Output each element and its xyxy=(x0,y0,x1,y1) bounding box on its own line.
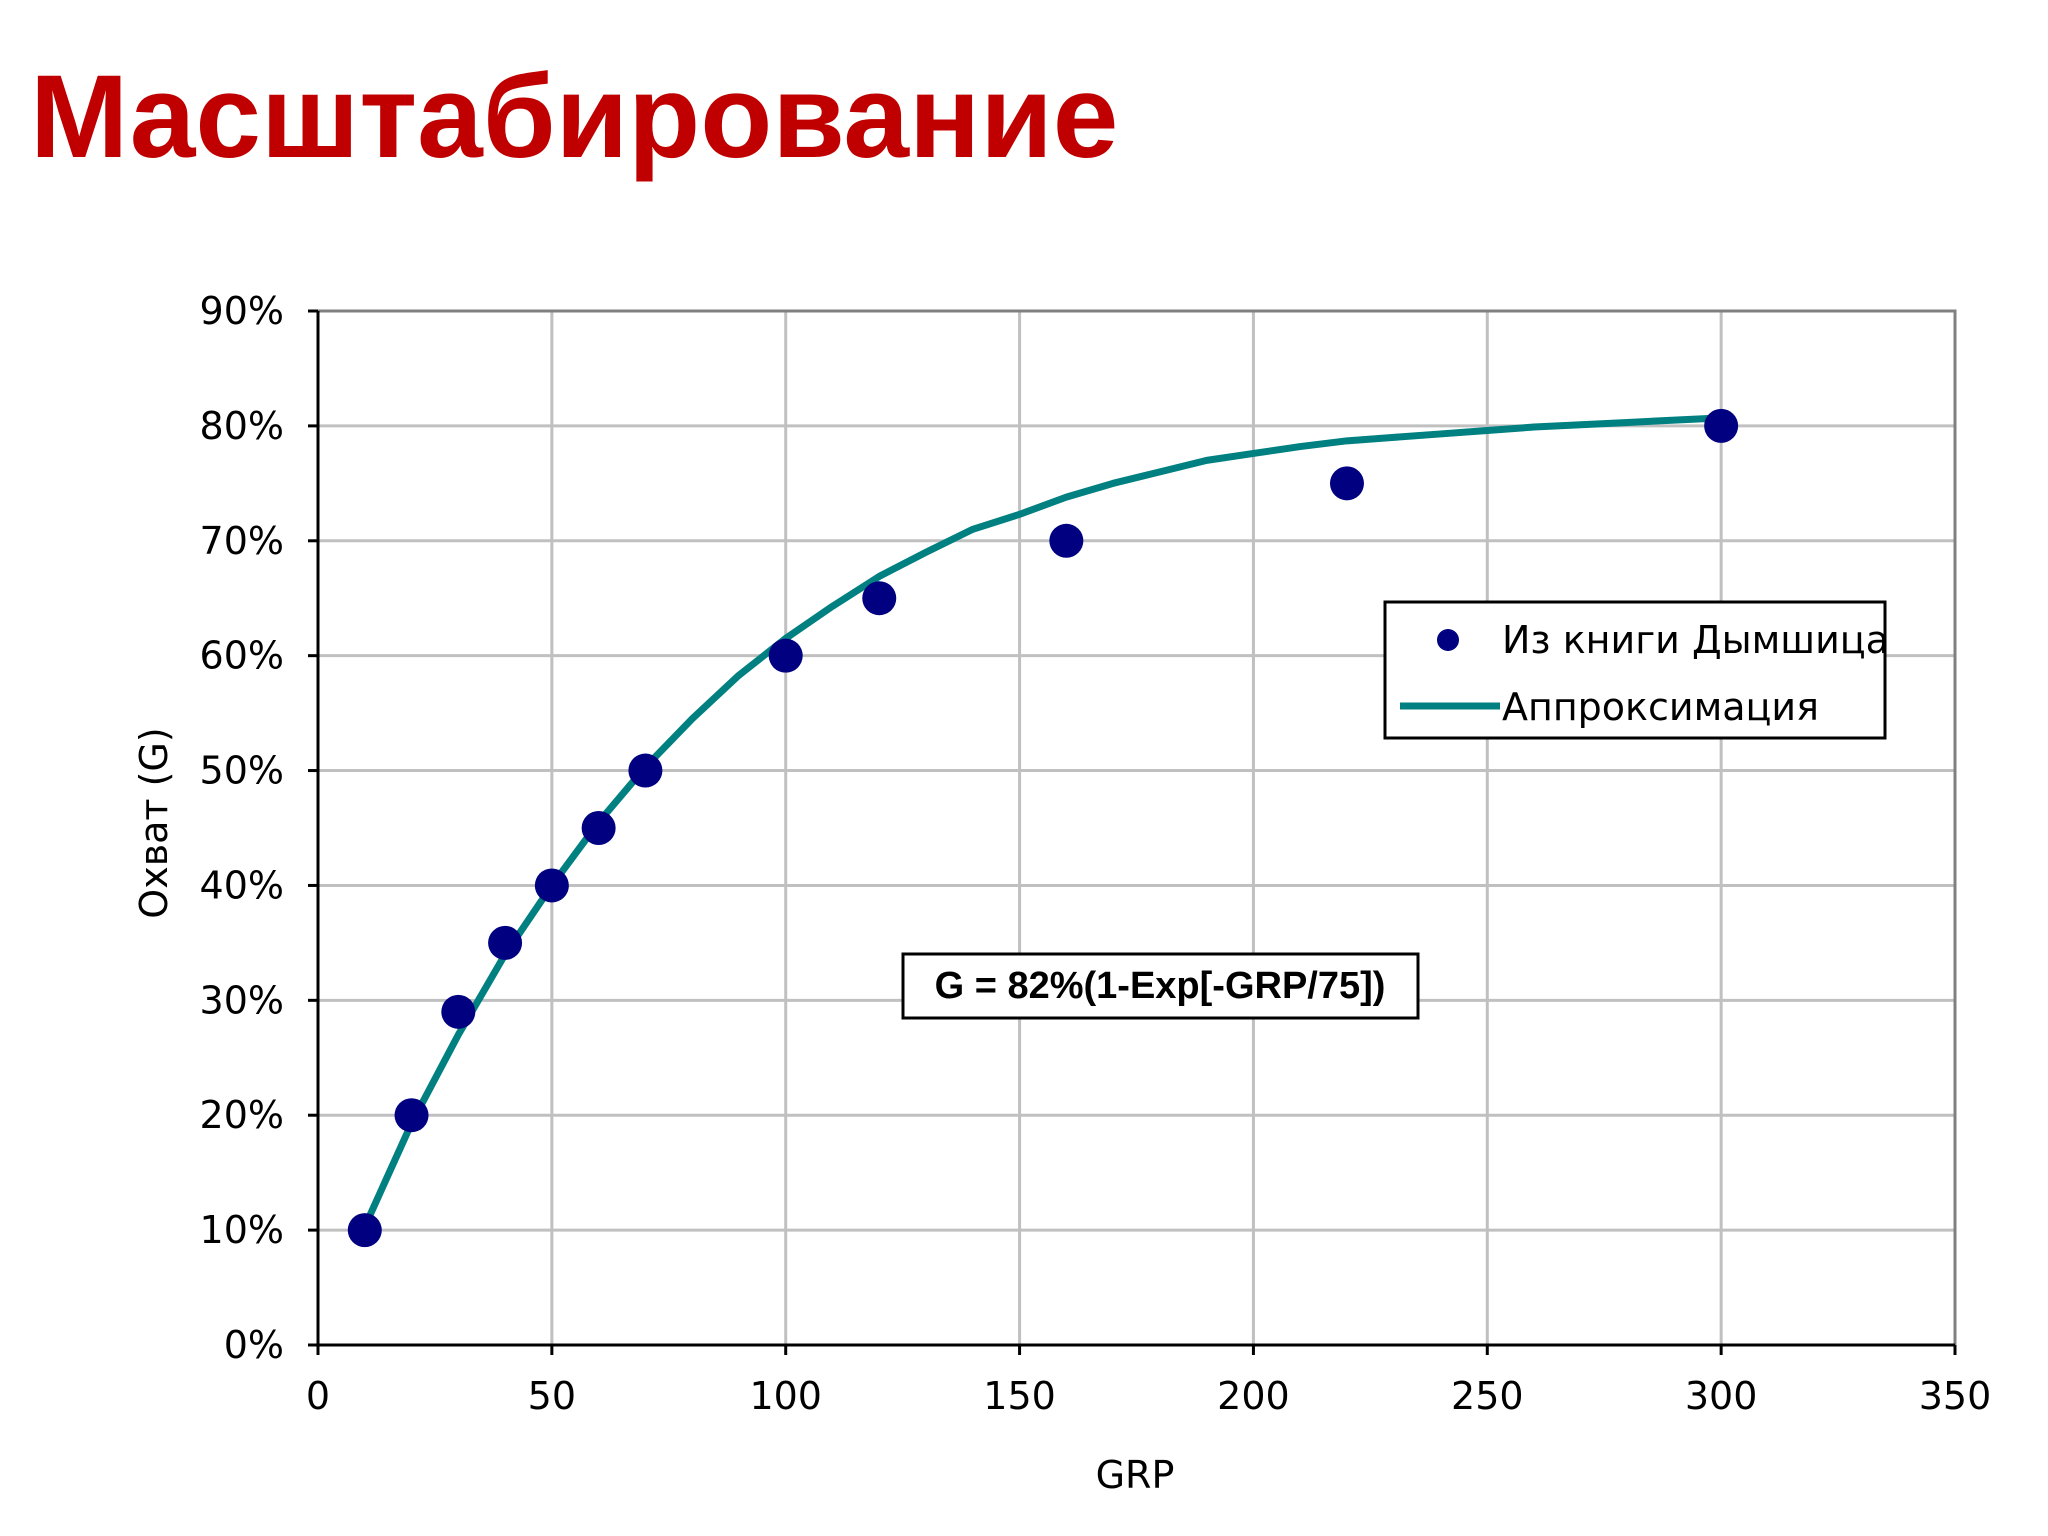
data-point-9 xyxy=(1049,523,1084,558)
x-tick-label-5: 250 xyxy=(1451,1374,1524,1418)
y-tick-label-1: 10% xyxy=(200,1208,284,1252)
plot-area xyxy=(316,309,1957,1347)
x-tick-label-6: 300 xyxy=(1685,1374,1758,1418)
formula-box xyxy=(901,952,1420,1020)
data-point-10 xyxy=(1329,466,1364,501)
y-tick-label-6: 60% xyxy=(200,634,284,678)
x-tick-label-1: 50 xyxy=(528,1374,576,1418)
data-point-8 xyxy=(862,581,897,616)
y-axis-ticks: 0% 10% 20% 30% 40% 50% 60% 70% 80% 90% xyxy=(200,289,318,1367)
legend: Из книги Дымшица Аппроксимация xyxy=(1383,600,1889,740)
legend-marker-dymshits xyxy=(1437,629,1459,651)
y-tick-label-7: 70% xyxy=(200,519,284,563)
x-tick-label-4: 200 xyxy=(1217,1374,1290,1418)
slide-title: Масштабирование xyxy=(30,51,1119,183)
formula-label: G = 82%(1-Exp[-GRP/75]) xyxy=(935,965,1386,1007)
y-tick-label-5: 50% xyxy=(200,749,284,793)
formula-annotation: G = 82%(1-Exp[-GRP/75]) xyxy=(901,952,1420,1020)
x-axis-ticks: 0 50 100 150 200 250 300 350 xyxy=(306,1345,1991,1418)
data-point-4 xyxy=(534,868,569,903)
y-axis-title: Охват (G) xyxy=(132,727,176,918)
data-point-0 xyxy=(347,1213,382,1248)
y-tick-label-8: 80% xyxy=(200,404,284,448)
data-point-1 xyxy=(394,1098,429,1133)
legend-label-approximation: Аппроксимация xyxy=(1502,685,1819,729)
series-approximation xyxy=(361,414,1725,1231)
legend-box xyxy=(1383,600,1887,740)
data-point-2 xyxy=(441,994,476,1029)
data-point-11 xyxy=(1704,408,1739,443)
data-point-3 xyxy=(488,925,523,960)
y-tick-label-2: 20% xyxy=(200,1093,284,1137)
x-tick-label-3: 150 xyxy=(983,1374,1056,1418)
grid-lines xyxy=(316,309,1957,1347)
y-tick-label-9: 90% xyxy=(200,289,284,333)
series-dymshits xyxy=(347,408,1739,1248)
data-point-7 xyxy=(768,638,803,673)
x-axis-title: GRP xyxy=(1096,1453,1175,1497)
y-tick-label-0: 0% xyxy=(224,1323,284,1367)
x-tick-label-0: 0 xyxy=(306,1374,330,1418)
legend-label-dymshits: Из книги Дымшица xyxy=(1502,618,1889,662)
y-tick-label-4: 40% xyxy=(200,863,284,907)
data-point-5 xyxy=(581,811,616,845)
approximation-curve xyxy=(361,414,1725,1231)
x-tick-label-7: 350 xyxy=(1919,1374,1992,1418)
data-point-6 xyxy=(628,753,663,788)
x-tick-label-2: 100 xyxy=(749,1374,822,1418)
y-tick-label-3: 30% xyxy=(200,978,284,1022)
